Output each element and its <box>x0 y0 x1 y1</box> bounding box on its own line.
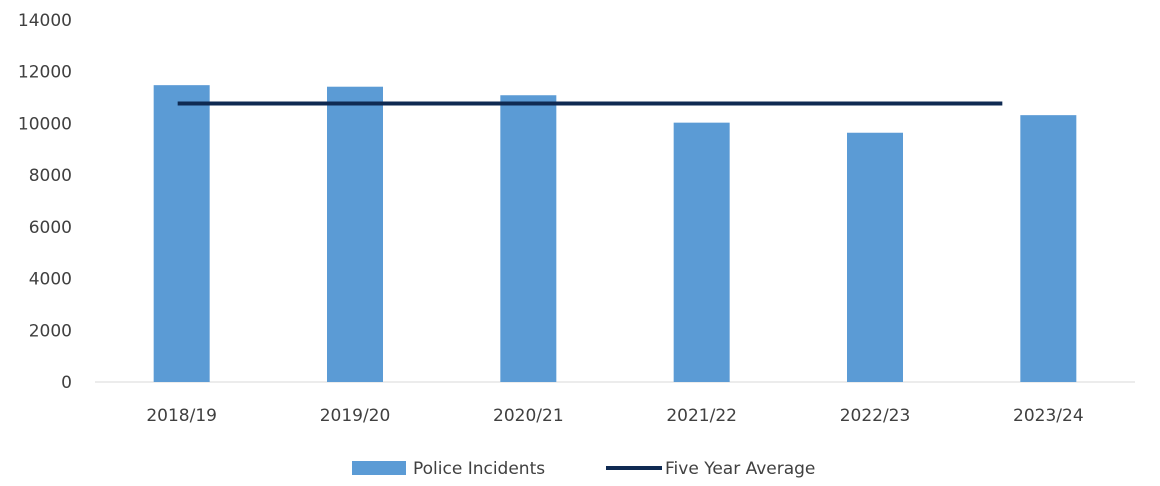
x-axis-ticks: 2018/19 2019/20 2020/21 2021/22 2022/23 2023/… <box>146 406 1083 426</box>
legend: Police Incidents Five Year Average <box>352 459 815 479</box>
bar-2018-19 <box>153 85 210 382</box>
bar-2019-20 <box>327 86 383 382</box>
bar-series <box>153 85 1077 382</box>
y-tick-label: 14000 <box>18 11 72 31</box>
x-tick-label: 2018/19 <box>146 406 217 426</box>
bar-2021-22 <box>673 122 730 382</box>
y-tick-label: 2000 <box>29 321 72 341</box>
legend-swatch-police-incidents <box>352 461 406 475</box>
bar-2022-23 <box>847 132 903 382</box>
y-tick-label: 8000 <box>29 166 72 186</box>
y-tick-label: 6000 <box>29 218 72 238</box>
x-tick-label: 2019/20 <box>320 406 391 426</box>
bar-2023-24 <box>1020 115 1077 382</box>
x-tick-label: 2022/23 <box>840 406 911 426</box>
y-axis-ticks: 0 2000 4000 6000 8000 10000 12000 14000 <box>18 11 72 393</box>
x-tick-label: 2021/22 <box>666 406 737 426</box>
legend-label-police-incidents: Police Incidents <box>413 459 545 479</box>
y-tick-label: 10000 <box>18 114 72 134</box>
legend-label-five-year-average: Five Year Average <box>665 459 815 479</box>
y-tick-label: 0 <box>61 373 72 393</box>
y-tick-label: 12000 <box>18 63 72 83</box>
x-tick-label: 2020/21 <box>493 406 564 426</box>
bar-2020-21 <box>500 95 557 382</box>
y-tick-label: 4000 <box>29 270 72 290</box>
x-tick-label: 2023/24 <box>1013 406 1084 426</box>
